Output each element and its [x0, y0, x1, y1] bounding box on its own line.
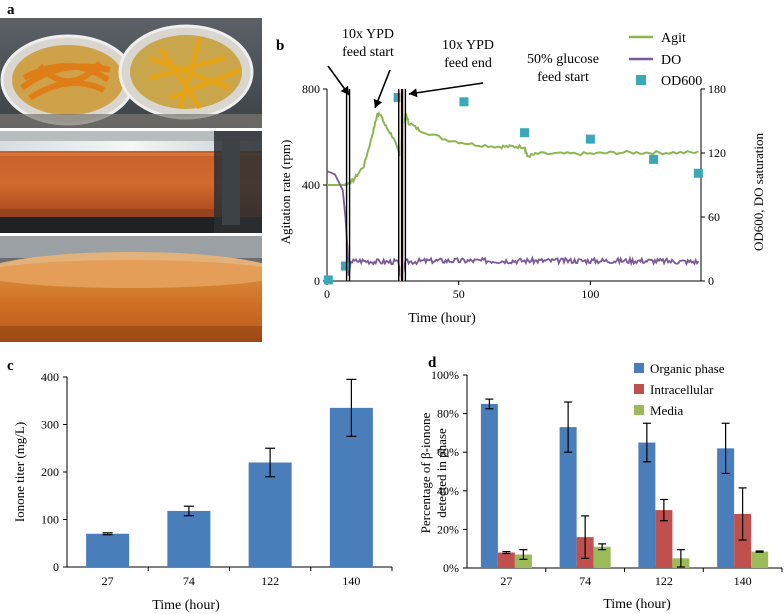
titer-bar: [167, 510, 211, 567]
ionone-distribution-chart: 0% 20% 40% 60% 80% 100% 27 74 122 140 Organic pha…: [418, 361, 783, 612]
ionone-titer-chart: 0 100 200 300 400 27 74 122 140 Time (hour) Iono…: [12, 370, 393, 613]
chart-c-xtick-label: 122: [261, 574, 279, 588]
panel-label-b: b: [276, 38, 285, 54]
organic-phase-bar: [559, 427, 577, 568]
chart-d-ytick-label: 20%: [437, 522, 459, 536]
legend-organic-phase-swatch: [634, 363, 644, 373]
chart-d-ytick-label: 80%: [437, 407, 459, 421]
chart-b-ytick-left-label: 400: [302, 178, 320, 192]
ypd-feed-start-label-line2: feed start: [342, 45, 394, 60]
chart-d-ytick-label: 0%: [443, 561, 459, 575]
legend-od600-label: OD600: [661, 74, 702, 89]
titer-bar: [86, 533, 130, 567]
chart-b-series: [323, 93, 703, 285]
panel-label-a: a: [7, 2, 15, 18]
titer-bar: [248, 462, 292, 567]
legend-agit-label: Agit: [661, 31, 686, 46]
chart-d-ytick-label: 60%: [437, 445, 459, 459]
od600-marker: [323, 275, 333, 285]
od600-marker: [693, 168, 703, 178]
bioreactor-side-photo: [0, 131, 262, 233]
chart-b-ytick-left-label: 0: [314, 274, 320, 288]
chart-c-bars: [86, 378, 373, 567]
chart-b-xlabel: Time (hour): [408, 311, 476, 326]
od600-marker: [340, 261, 350, 271]
chart-d-bars: [480, 398, 769, 568]
ypd-feed-end-label-line1: 10x YPD: [442, 38, 494, 53]
chart-c-ytick-label: 300: [41, 418, 59, 432]
organic-phase-bar: [480, 403, 498, 568]
legend-media-label: Media: [650, 403, 683, 418]
od600-marker: [520, 128, 530, 138]
chart-b-ylabel-left: Agitation rate (rpm): [278, 140, 293, 245]
chart-c-ylabel: Ionone titer (mg/L): [12, 422, 27, 522]
glucose-feed-start-label-arrowhead: [408, 88, 418, 98]
glucose-feed-start-label-line2: feed start: [537, 70, 589, 85]
intracellular-bar: [734, 513, 752, 568]
chart-d-axes: 0% 20% 40% 60% 80% 100% 27 74 122 140: [431, 368, 783, 588]
chart-b-ylabel-right: OD600, DO saturation: [751, 132, 766, 251]
intracellular-bar: [497, 552, 515, 568]
media-bar: [514, 554, 532, 568]
chart-d-xtick-label: 74: [579, 574, 591, 588]
od600-marker: [585, 134, 595, 144]
chart-d-xtick-label: 27: [500, 574, 512, 588]
media-bar: [593, 546, 611, 568]
ypd-feed-end-label-arrowhead: [373, 98, 383, 108]
chart-d-ytick-label: 100%: [431, 368, 459, 382]
panel-label-d: d: [428, 355, 437, 371]
ypd-feed-start-label-line1: 10x YPD: [342, 27, 394, 42]
od600-marker: [459, 97, 469, 107]
organic-phase-bar: [717, 448, 735, 568]
ypd-feed-end-label-line2: feed end: [444, 56, 492, 71]
chart-c-xlabel: Time (hour): [152, 598, 220, 613]
intracellular-bar: [655, 510, 673, 568]
chart-b-ytick-right-label: 60: [708, 210, 720, 224]
glucose-feed-start-label-arrow: [408, 82, 484, 95]
agar-plates-photo: [0, 18, 262, 128]
culture-photos: [0, 18, 262, 342]
chart-b-annotations: 10x YPD feed start 10x YPD feed end 50% gluc…: [327, 27, 702, 281]
chart-c-xtick-label: 27: [102, 574, 114, 588]
legend-organic-phase-label: Organic phase: [650, 361, 725, 376]
chart-d-xtick-label: 140: [734, 574, 752, 588]
legend-media-swatch: [634, 405, 644, 415]
chart-b-ytick-right-label: 120: [708, 146, 726, 160]
media-bar: [751, 551, 769, 568]
legend-intracellular-label: Intracellular: [650, 382, 714, 397]
legend-od600-swatch: [636, 75, 646, 85]
chart-b-ytick-left-label: 800: [302, 82, 320, 96]
chart-b-xtick-label: 100: [581, 287, 599, 301]
chart-b-xtick-label: 0: [324, 287, 330, 301]
fermentation-time-course-chart: 0 50 100 0 400 800 0 60 120 180 10x YPD feed start…: [278, 27, 766, 326]
chart-c-xtick-label: 140: [342, 574, 360, 588]
organic-phase-bar: [638, 442, 656, 568]
broth-top-photo: [0, 236, 262, 342]
chart-b-axes: 0 50 100 0 400 800 0 60 120 180: [302, 82, 726, 301]
chart-d-ytick-label: 40%: [437, 484, 459, 498]
glucose-feed-start-label-line1: 50% glucose: [527, 52, 599, 67]
chart-d-ylabel-line2: detected in phase: [434, 428, 449, 518]
chart-b-ytick-right-label: 180: [708, 82, 726, 96]
chart-c-xtick-label: 74: [183, 574, 195, 588]
od600-marker: [649, 154, 659, 164]
agit-series-line: [327, 110, 699, 188]
chart-b-ytick-right-label: 0: [708, 274, 714, 288]
legend-intracellular-swatch: [634, 384, 644, 394]
chart-d-xlabel: Time (hour): [603, 597, 671, 612]
chart-d-legend: Organic phase Intracellular Media: [634, 361, 725, 418]
chart-c-ytick-label: 100: [41, 513, 59, 527]
chart-c-ytick-label: 0: [53, 560, 59, 574]
legend-do-label: DO: [661, 53, 681, 68]
chart-d-ylabel-line1: Percentage of β-ionone: [418, 412, 433, 533]
chart-c-ytick-label: 200: [41, 465, 59, 479]
do-series-line: [326, 170, 700, 278]
chart-b-xtick-label: 50: [453, 287, 465, 301]
ypd-feed-start-label-arrowhead: [340, 85, 350, 95]
chart-d-xtick-label: 122: [655, 574, 673, 588]
chart-c-ytick-label: 400: [41, 370, 59, 384]
panel-label-c: c: [7, 358, 14, 374]
